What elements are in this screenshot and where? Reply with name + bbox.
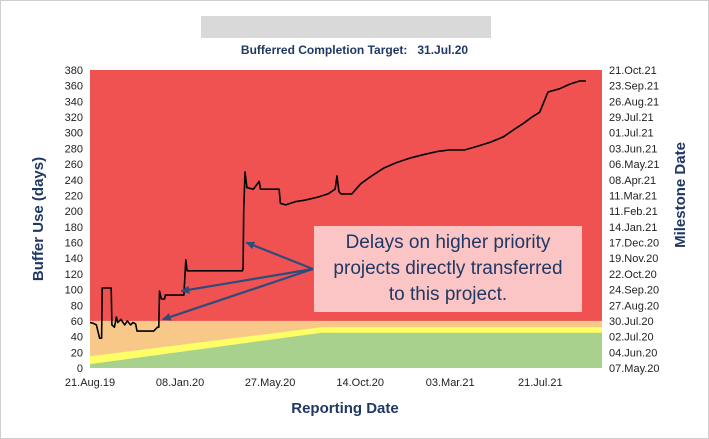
y-tick-label: 100 [65,285,83,297]
target-label: Bufferred Completion Target: [240,43,408,57]
y-tick-label: 260 [65,159,83,171]
annotation-callout: Delays on higher priority projects direc… [314,226,582,312]
x-tick-label: 27.May.20 [245,377,296,389]
y2-tick-label: 01.Jul.21 [609,128,654,140]
y2-tick-label: 17.Dec.20 [609,238,659,250]
callout-line-2: projects directly transferred [333,258,563,279]
y2-tick-label: 21.Oct.21 [609,65,657,77]
y-tick-label: 340 [65,96,83,108]
x-tick-label: 08.Jan.20 [156,377,204,389]
y2-tick-label: 07.May.20 [609,363,660,375]
callout-line-1: Delays on higher priority [345,232,551,253]
green-zone [90,332,602,368]
y-tick-label: 140 [65,253,83,265]
y-tick-label: 300 [65,128,83,140]
y-tick-label: 200 [65,206,83,218]
x-tick-label: 21.Aug.19 [65,377,115,389]
y-tick-label: 180 [65,222,83,234]
y2-axis-title: Milestone Date [672,142,689,248]
y2-tick-label: 30.Jul.20 [609,316,654,328]
buffer-use-line-0 [89,80,586,340]
annotation-arrows [161,241,314,321]
annotation-arrow-2 [161,267,314,321]
y2-tick-label: 11.Mar.21 [609,191,657,203]
x-tick-label: 21.Jul.21 [518,377,563,389]
y2-tick-label: 22.Oct.20 [609,269,657,281]
y2-tick-label: 27.Aug.20 [609,300,659,312]
y2-tick-label: 29.Jul.21 [609,112,654,124]
y-tick-label: 280 [65,143,83,155]
y2-tick-label: 26.Aug.21 [609,96,659,108]
y2-tick-label: 03.Jun.21 [609,143,657,155]
y2-tick-label: 04.Jun.20 [609,347,657,359]
chart-title: Bufferred Completion Target: 31.Jul.20 [1,43,708,57]
y2-tick-label: 06.May.21 [609,159,660,171]
y-tick-label: 60 [71,316,83,328]
y2-tick-label: 14.Jan.21 [609,222,657,234]
x-axis-title: Reporting Date [291,400,399,417]
y2-tick-label: 02.Jul.20 [609,332,654,344]
y-tick-label: 160 [65,238,83,250]
annotation-arrow-1 [180,267,314,294]
y2-tick-label: 24.Sep.20 [609,285,659,297]
y-tick-label: 320 [65,112,83,124]
y-tick-label: 220 [65,191,83,203]
y-tick-label: 40 [71,332,83,344]
annotation-arrow-0 [245,241,314,271]
y-tick-label: 20 [71,347,83,359]
target-value: 31.Jul.20 [417,43,469,57]
y-tick-label: 120 [65,269,83,281]
y2-tick-label: 23.Sep.21 [609,81,659,93]
y-axis-title: Buffer Use (days) [30,157,47,281]
y2-tick-label: 08.Apr.21 [609,175,656,187]
y-tick-label: 80 [71,300,83,312]
x-tick-label: 14.Oct.20 [336,377,384,389]
y2-tick-label: 19.Nov.20 [609,253,658,265]
y-tick-label: 360 [65,81,83,93]
callout-line-3: to this project. [388,284,508,305]
series-layer [89,80,586,340]
x-tick-label: 03.Mar.21 [426,377,475,389]
y2-tick-label: 11.Feb.21 [609,206,658,218]
y-tick-label: 240 [65,175,83,187]
y-tick-label: 0 [77,363,83,375]
tick-labels: 0 20 40 60 80 100 120 140 160 180 200 220 240 260 280 3… [65,65,660,389]
red-zone [90,70,602,368]
redacted-title-bar [201,16,491,38]
buffer-zones [90,70,602,368]
y-tick-label: 380 [65,65,83,77]
